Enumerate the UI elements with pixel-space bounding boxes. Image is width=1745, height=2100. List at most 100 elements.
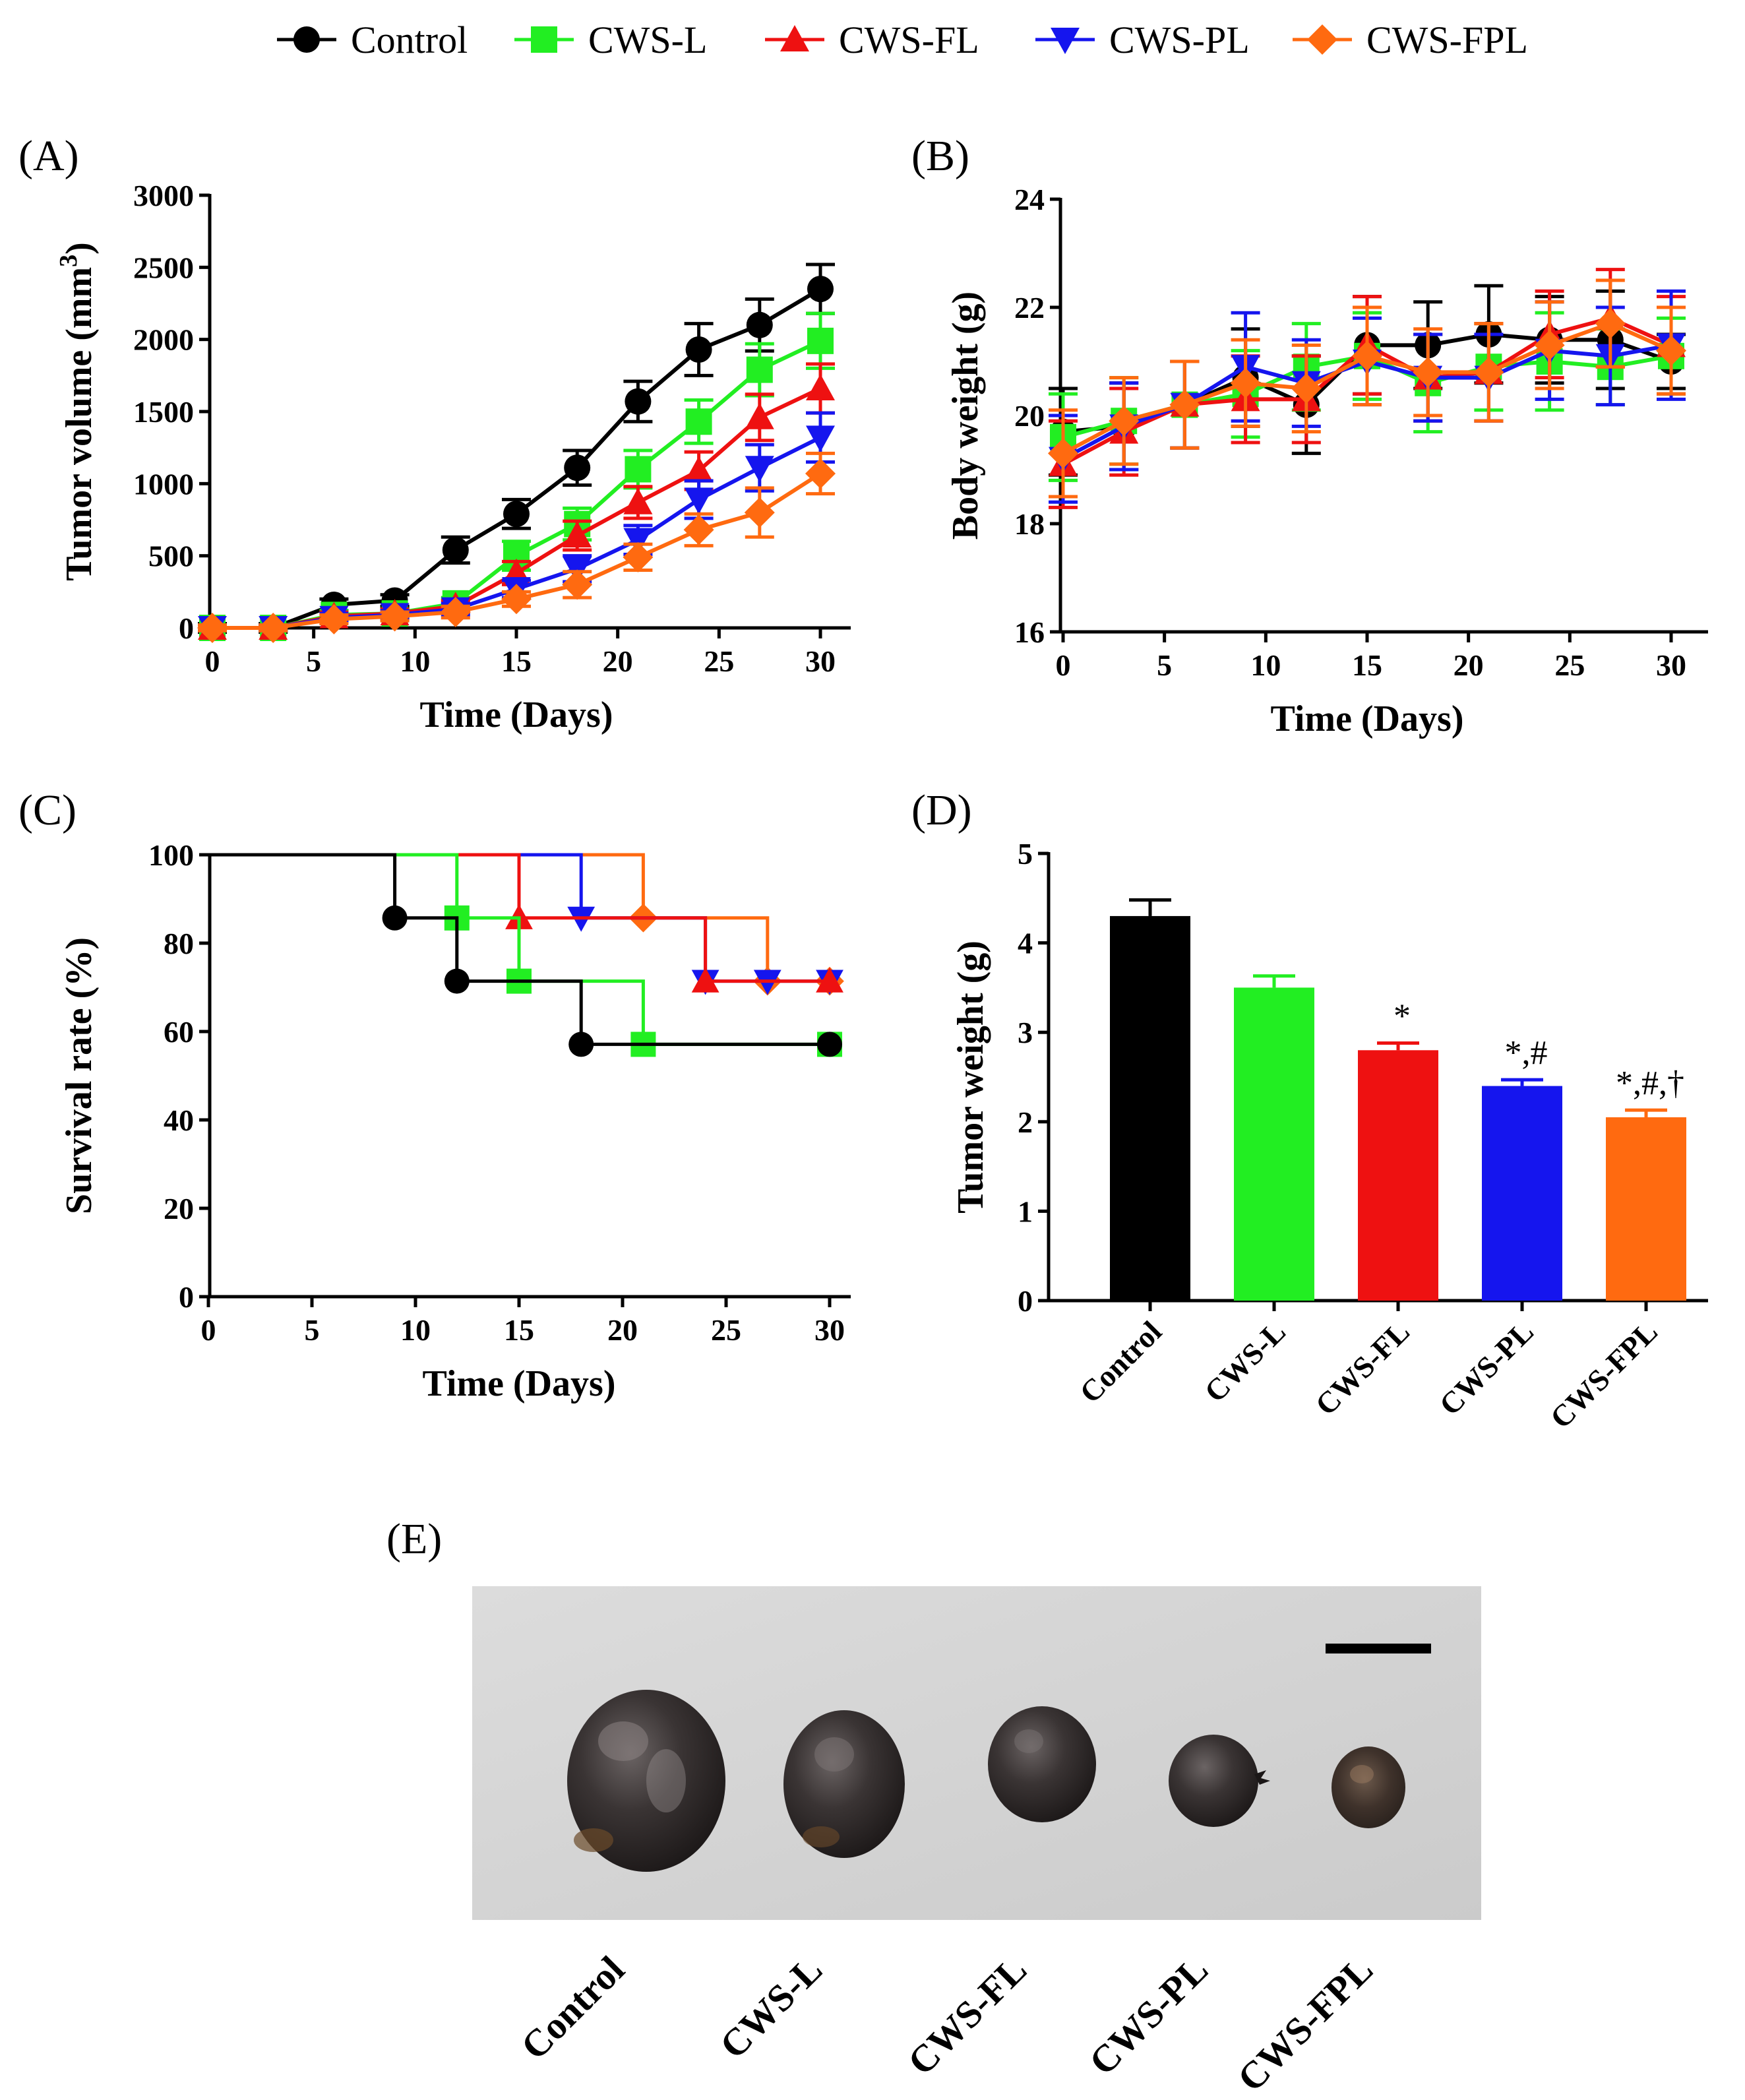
legend-marker-cws-pl bbox=[1051, 28, 1080, 54]
significance-annotation: *,# bbox=[1505, 1034, 1548, 1072]
y-tick-label: 0 bbox=[1018, 1284, 1033, 1318]
y-tick-label: 5 bbox=[1018, 837, 1033, 871]
data-point-cws-fpl bbox=[1169, 389, 1200, 420]
bar-cws-pl bbox=[1482, 1086, 1562, 1301]
survival-point-cws-fl bbox=[691, 967, 719, 993]
data-point-control bbox=[807, 276, 834, 303]
data-point-cws-fpl bbox=[1656, 335, 1686, 366]
y-tick-label: 24 bbox=[1014, 183, 1045, 216]
data-point-cws-pl bbox=[623, 528, 653, 555]
y-tick-label: 0 bbox=[179, 1280, 194, 1314]
y-tick-label: 2 bbox=[1018, 1105, 1033, 1139]
data-point-cws-fpl bbox=[501, 584, 532, 615]
x-tick-label: 20 bbox=[603, 644, 633, 678]
data-point-cws-l bbox=[746, 356, 773, 383]
panel-c-survival-chart: (C) 0 20 40 60 80 100 0 5 10 15 20 25 30 Time (Days) S… bbox=[18, 786, 851, 1404]
data-point-cws-fl bbox=[684, 456, 714, 483]
panel-b-label: (B) bbox=[911, 132, 969, 180]
y-tick-label: 2500 bbox=[133, 251, 194, 284]
panel-a-label: (A) bbox=[18, 132, 79, 180]
data-point-cws-fpl bbox=[258, 613, 289, 643]
tumor-cws-l bbox=[783, 1710, 905, 1858]
tumor-cws-fl bbox=[988, 1706, 1096, 1822]
survival-point-control bbox=[568, 1032, 594, 1057]
data-point-cws-fpl bbox=[805, 458, 836, 489]
data-point-cws-fpl bbox=[1534, 330, 1565, 361]
survival-control bbox=[208, 853, 842, 1057]
legend-label-cws-fpl: CWS-FPL bbox=[1366, 18, 1528, 61]
data-point-control bbox=[746, 311, 773, 338]
x-tick-label: 15 bbox=[1352, 648, 1382, 682]
x-category-label: CWS-L bbox=[1198, 1314, 1292, 1409]
photo-sample-label: CWS-FL bbox=[900, 1948, 1035, 2083]
data-point-cws-fpl bbox=[1595, 308, 1626, 339]
data-point-cws-fl bbox=[806, 374, 835, 401]
series-cws-fpl bbox=[197, 451, 836, 643]
legend-marker-control bbox=[293, 26, 320, 53]
data-point-cws-fpl bbox=[197, 613, 228, 643]
legend-label-control: Control bbox=[351, 18, 468, 61]
y-tick-label: 500 bbox=[148, 540, 194, 573]
panel-d-label: (D) bbox=[911, 786, 972, 834]
x-category-label: CWS-FL bbox=[1309, 1314, 1417, 1422]
y-axis-title: Tumor weight (g) bbox=[950, 941, 991, 1214]
data-point-cws-fpl bbox=[1473, 357, 1504, 388]
legend-label-cws-l: CWS-L bbox=[588, 18, 707, 61]
survival-cws-fl bbox=[208, 853, 843, 993]
x-tick-label: 0 bbox=[1056, 648, 1071, 682]
scale-bar bbox=[1326, 1644, 1431, 1653]
x-tick-label: 5 bbox=[305, 1313, 320, 1347]
data-point-cws-fpl bbox=[1230, 367, 1261, 398]
tumor-cws-fpl bbox=[1332, 1746, 1405, 1828]
y-axis-title: Survival rate (%) bbox=[59, 937, 100, 1214]
y-tick-label: 40 bbox=[164, 1103, 194, 1137]
survival-cws-l bbox=[208, 853, 842, 1057]
y-tick-label: 1 bbox=[1018, 1194, 1033, 1228]
survival-step-cws-fl bbox=[208, 853, 830, 983]
x-tick-label: 20 bbox=[607, 1313, 638, 1347]
data-point-cws-fpl bbox=[623, 541, 654, 572]
x-tick-label: 25 bbox=[704, 644, 734, 678]
x-tick-label: 10 bbox=[400, 644, 430, 678]
survival-point-control bbox=[382, 905, 408, 931]
data-point-cws-l bbox=[625, 456, 652, 483]
panel-c-label: (C) bbox=[18, 786, 77, 834]
data-point-cws-pl bbox=[745, 456, 774, 483]
y-tick-label: 1000 bbox=[133, 467, 194, 501]
legend-marker-cws-l bbox=[531, 26, 557, 53]
x-axis-title: Time (Days) bbox=[1271, 698, 1464, 739]
x-axis-title: Time (Days) bbox=[420, 695, 613, 735]
y-tick-label: 1500 bbox=[133, 395, 194, 429]
y-axis-title: Tumor volume (mm3) bbox=[55, 242, 100, 581]
data-point-cws-l bbox=[685, 408, 712, 435]
y-tick-label: 3 bbox=[1018, 1016, 1033, 1049]
bar-cws-fpl bbox=[1606, 1117, 1686, 1301]
x-category-label: CWS-FPL bbox=[1544, 1314, 1664, 1435]
significance-annotation: * bbox=[1393, 997, 1411, 1035]
data-point-cws-fpl bbox=[379, 601, 410, 632]
y-tick-label: 20 bbox=[1014, 399, 1045, 433]
x-tick-label: 5 bbox=[1157, 648, 1172, 682]
data-point-cws-l bbox=[807, 327, 834, 354]
survival-point-cws-fl bbox=[816, 967, 843, 993]
y-tick-label: 100 bbox=[148, 838, 194, 872]
photo-sample-label: Control bbox=[512, 1948, 632, 2068]
x-tick-label: 10 bbox=[1250, 648, 1281, 682]
legend: Control CWS-L CWS-FL CWS-PL CWS-FPL bbox=[277, 18, 1528, 61]
data-point-control bbox=[503, 501, 530, 528]
x-tick-label: 15 bbox=[501, 644, 532, 678]
legend-label-cws-pl: CWS-PL bbox=[1109, 18, 1250, 61]
x-tick-label: 30 bbox=[805, 644, 836, 678]
data-point-cws-fl bbox=[563, 521, 592, 548]
data-point-cws-fl bbox=[745, 402, 774, 429]
y-tick-label: 3000 bbox=[133, 179, 194, 212]
y-tick-label: 2000 bbox=[133, 323, 194, 357]
x-tick-label: 20 bbox=[1454, 648, 1484, 682]
panel-e-tumor-photo: (E) Control CWS-L CWS-FL CWS-PL CWS-FPL bbox=[386, 1515, 1481, 2100]
x-category-label: CWS-PL bbox=[1433, 1314, 1541, 1422]
x-category-label: Control bbox=[1073, 1314, 1168, 1409]
x-tick-label: 25 bbox=[1554, 648, 1585, 682]
panel-b-body-weight-chart: (B) 16 18 20 22 24 0 5 10 15 20 25 30 Time (Days) Bod… bbox=[911, 132, 1708, 739]
